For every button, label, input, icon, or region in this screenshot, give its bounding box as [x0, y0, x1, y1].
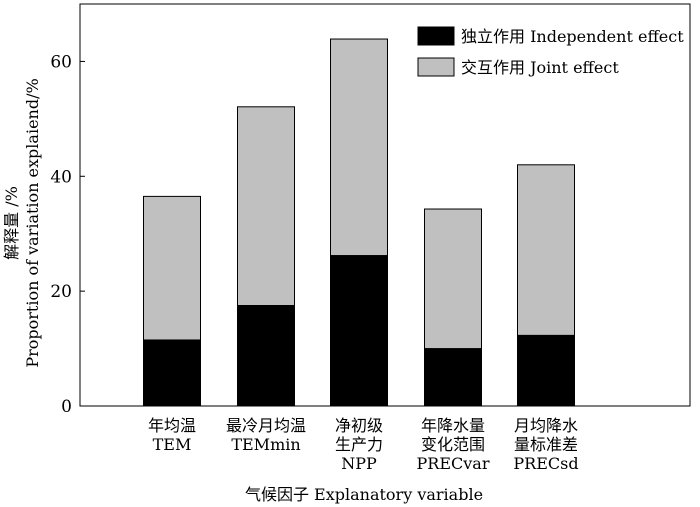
bar-joint-1	[143, 195, 201, 341]
bar-joint-2	[237, 106, 295, 306]
y-tick-label: 0	[61, 397, 72, 417]
x-tick-label: 最冷月均温 TEMmin	[226, 416, 306, 454]
y-axis-title-english: Proportion of variation explaiend/%	[23, 78, 42, 367]
y-tick-label: 60	[50, 52, 72, 72]
legend-label-joint: 交互作用 Joint effect	[461, 58, 619, 77]
bars-group	[143, 38, 575, 407]
x-axis-title: 气候因子 Explanatory variable	[245, 485, 483, 504]
bar-independent-4	[424, 348, 482, 407]
bar-independent-2	[237, 305, 295, 407]
y-axis-title-chinese: 解释量 /%	[2, 186, 21, 260]
legend-label-independent: 独立作用 Independent effect	[461, 27, 684, 46]
x-tick-label: 年均温 TEM	[148, 416, 196, 454]
bar-joint-5	[517, 164, 575, 336]
y-tick-label: 20	[50, 282, 72, 302]
legend-swatch-independent	[417, 26, 455, 46]
bar-joint-4	[424, 208, 482, 350]
bar-independent-3	[330, 255, 388, 407]
legend: 独立作用 Independent effect 交互作用 Joint effect	[417, 26, 684, 77]
x-tick-label: 年降水量变化范围 PRECvar	[417, 416, 490, 473]
bar-independent-5	[517, 334, 575, 407]
axes-group: 0 20 40 60 年均温 TEM 最冷月均温 TEMmin 净初级生产力 NPP 年降水量变化范…	[50, 3, 691, 473]
x-tick-label: 净初级生产力 NPP	[335, 416, 383, 473]
bar-joint-3	[330, 38, 388, 257]
y-tick-label: 40	[50, 167, 72, 187]
x-tick-label: 月均降水量标准差 PRECsd	[513, 416, 578, 473]
plot-frame	[79, 3, 691, 407]
bar-independent-1	[143, 339, 201, 407]
legend-swatch-joint	[417, 57, 455, 77]
